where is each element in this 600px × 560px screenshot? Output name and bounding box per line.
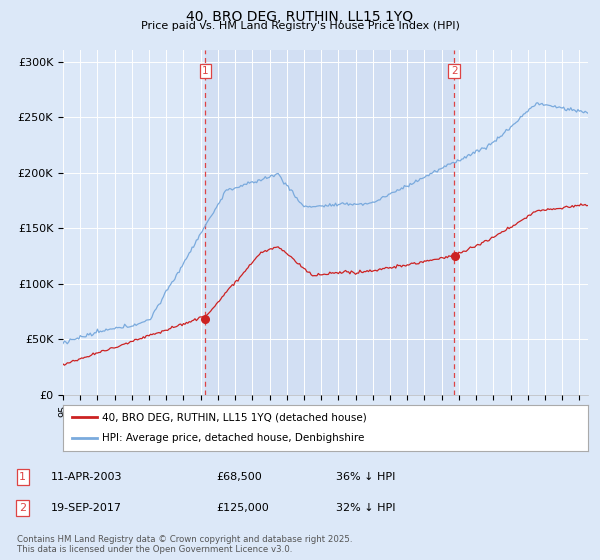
Text: 40, BRO DEG, RUTHIN, LL15 1YQ: 40, BRO DEG, RUTHIN, LL15 1YQ — [187, 10, 413, 24]
Text: Contains HM Land Registry data © Crown copyright and database right 2025.
This d: Contains HM Land Registry data © Crown c… — [17, 535, 352, 554]
Text: £68,500: £68,500 — [216, 472, 262, 482]
Text: 19-SEP-2017: 19-SEP-2017 — [51, 503, 122, 513]
Text: 32% ↓ HPI: 32% ↓ HPI — [336, 503, 395, 513]
Text: £125,000: £125,000 — [216, 503, 269, 513]
Text: 11-APR-2003: 11-APR-2003 — [51, 472, 122, 482]
Text: 2: 2 — [19, 503, 26, 513]
Text: 2: 2 — [451, 66, 457, 76]
Text: Price paid vs. HM Land Registry's House Price Index (HPI): Price paid vs. HM Land Registry's House … — [140, 21, 460, 31]
Text: 36% ↓ HPI: 36% ↓ HPI — [336, 472, 395, 482]
Text: 1: 1 — [202, 66, 209, 76]
Text: 1: 1 — [19, 472, 26, 482]
Bar — [205, 50, 454, 395]
Text: 40, BRO DEG, RUTHIN, LL15 1YQ (detached house): 40, BRO DEG, RUTHIN, LL15 1YQ (detached … — [103, 412, 367, 422]
Text: HPI: Average price, detached house, Denbighshire: HPI: Average price, detached house, Denb… — [103, 433, 365, 444]
